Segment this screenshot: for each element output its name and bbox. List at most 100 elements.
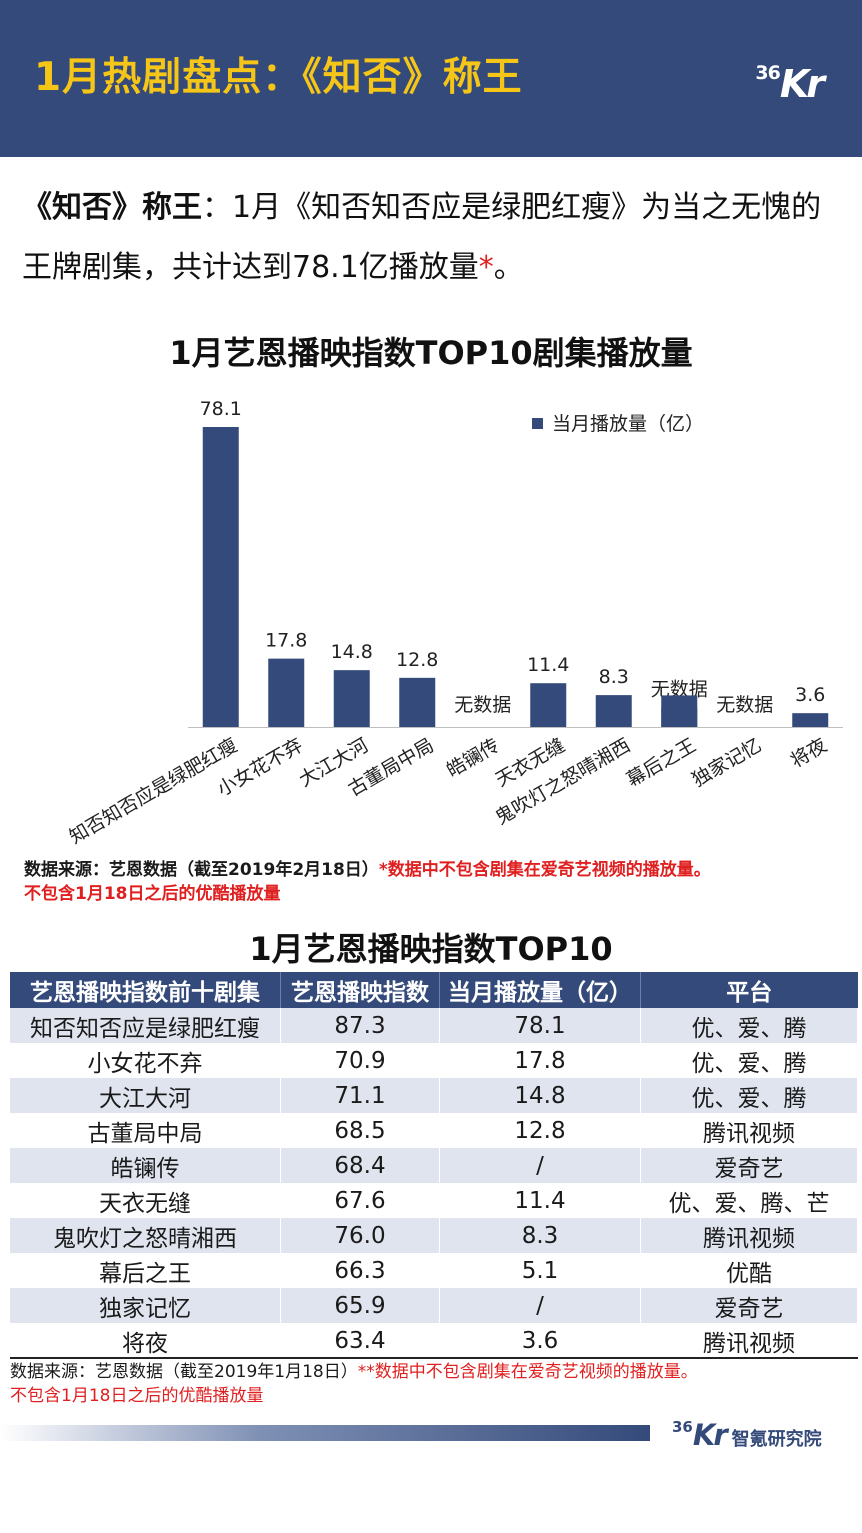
intro-end: 。 [493, 250, 524, 285]
tick-label: 独家记忆 [688, 734, 765, 791]
ranking-table: 艺恩播映指数前十剧集 艺恩播映指数 当月播放量（亿） 平台 知否知否应是绿肥红瘦… [10, 972, 858, 1358]
logo-kr: Kr [779, 62, 825, 106]
table-header-row: 艺恩播映指数前十剧集 艺恩播映指数 当月播放量（亿） 平台 [10, 972, 858, 1008]
table-row: 幕后之王 66.3 5.1 优酷 [10, 1253, 858, 1288]
cell-drama: 古董局中局 [10, 1113, 281, 1148]
cell-index: 66.3 [280, 1253, 440, 1288]
data-label: 12.8 [396, 649, 438, 671]
bar [530, 683, 567, 727]
bar [792, 713, 829, 727]
table-row: 大江大河 71.1 14.8 优、爱、腾 [10, 1078, 858, 1113]
cell-views: 8.3 [439, 1218, 641, 1253]
table-row: 古董局中局 68.5 12.8 腾讯视频 [10, 1113, 858, 1148]
table-red-note-2: 不包含1月18日之后的优酷播放量 [10, 1386, 264, 1406]
cell-index: 70.9 [280, 1043, 440, 1078]
cell-views: 78.1 [439, 1008, 641, 1043]
36kr-logo: 36Kr [755, 62, 825, 106]
cell-platform: 优、爱、腾 [640, 1008, 858, 1043]
cell-platform: 腾讯视频 [640, 1323, 858, 1358]
chart-red-note-2: 不包含1月18日之后的优酷播放量 [24, 884, 281, 904]
table-row: 天衣无缝 67.6 11.4 优、爱、腾、芒 [10, 1183, 858, 1218]
cell-index: 68.4 [280, 1148, 440, 1183]
tick-label: 知否知否应是绿肥红瘦 [66, 734, 242, 848]
header-platform: 平台 [640, 972, 858, 1008]
table-row: 知否知否应是绿肥红瘦 87.3 78.1 优、爱、腾 [10, 1008, 858, 1043]
cell-views: 12.8 [439, 1113, 641, 1148]
footer-logo-kr: Kr [692, 1418, 728, 1452]
cell-index: 63.4 [280, 1323, 440, 1358]
cell-drama: 鬼吹灯之怒晴湘西 [10, 1218, 281, 1253]
cell-views: 17.8 [439, 1043, 641, 1078]
bar [399, 677, 436, 727]
bar [202, 427, 239, 727]
intro-paragraph: 《知否》称王：1月《知否知否应是绿肥红瘦》为当之无愧的王牌剧集，共计达到78.1… [22, 178, 842, 298]
cell-platform: 腾讯视频 [640, 1113, 858, 1148]
table-body: 知否知否应是绿肥红瘦 87.3 78.1 优、爱、腾 小女花不弃 70.9 17.8 优、爱、… [10, 1008, 858, 1358]
bar [268, 658, 305, 727]
cell-platform: 优、爱、腾 [640, 1078, 858, 1113]
cell-views: 5.1 [439, 1253, 641, 1288]
cell-drama: 独家记忆 [10, 1288, 281, 1323]
data-label: 3.6 [795, 684, 825, 706]
header-banner: 1月热剧盘点：《知否》称王 36Kr [0, 0, 862, 157]
legend-label: 当月播放量（亿） [552, 413, 704, 435]
footer-logo-number: 36 [672, 1418, 693, 1436]
intro-bold: 《知否》称王 [22, 190, 202, 225]
header-drama: 艺恩播映指数前十剧集 [10, 972, 281, 1008]
bar-chart: 78.1知否知否应是绿肥红瘦17.8小女花不弃14.8大江大河12.8古董局中局… [66, 398, 843, 848]
data-label: 无数据 [454, 694, 511, 716]
cell-platform: 优、爱、腾 [640, 1043, 858, 1078]
chart-red-note-1: *数据中不包含剧集在爱奇艺视频的播放量。 [378, 860, 711, 880]
cell-platform: 优酷 [640, 1253, 858, 1288]
cell-drama: 皓镧传 [10, 1148, 281, 1183]
logo-number: 36 [755, 62, 780, 84]
cell-index: 67.6 [280, 1183, 440, 1218]
cell-index: 65.9 [280, 1288, 440, 1323]
data-label: 8.3 [599, 666, 629, 688]
data-label: 无数据 [716, 694, 773, 716]
cell-drama: 将夜 [10, 1323, 281, 1358]
header-views: 当月播放量（亿） [439, 972, 641, 1008]
tick-label: 幕后之王 [623, 734, 700, 791]
footer-logo: 36Kr 智氪研究院 [672, 1418, 822, 1452]
data-label: 17.8 [265, 630, 307, 652]
cell-views: 11.4 [439, 1183, 641, 1218]
tick-label: 将夜 [787, 734, 831, 772]
table-source: 数据来源：艺恩数据（截至2019年1月18日） [10, 1362, 358, 1382]
data-label: 78.1 [200, 398, 242, 420]
cell-platform: 腾讯视频 [640, 1218, 858, 1253]
table-bottom-rule [10, 1357, 858, 1359]
cell-views: 14.8 [439, 1078, 641, 1113]
data-label: 14.8 [331, 641, 373, 663]
cell-index: 68.5 [280, 1113, 440, 1148]
table-row: 独家记忆 65.9/爱奇艺 [10, 1288, 858, 1323]
intro-text: ：1月《知否知否应是绿肥红瘦》为当之无愧的王牌剧集，共计达到78.1亿播放量 [22, 190, 822, 285]
chart-source: 数据来源：艺恩数据（截至2019年2月18日） [24, 860, 379, 880]
cell-views: / [439, 1148, 641, 1183]
bar [595, 695, 632, 727]
chart-source-note: 数据来源：艺恩数据（截至2019年2月18日）*数据中不包含剧集在爱奇艺视频的播… [24, 858, 711, 906]
data-label: 11.4 [527, 654, 569, 676]
footer-institute: 智氪研究院 [731, 1429, 822, 1450]
cell-drama: 幕后之王 [10, 1253, 281, 1288]
cell-index: 71.1 [280, 1078, 440, 1113]
chart-title: 1月艺恩播映指数TOP10剧集播放量 [169, 334, 693, 372]
data-label: 无数据 [651, 678, 708, 700]
cell-platform: 爱奇艺 [640, 1148, 858, 1183]
intro-star: * [478, 250, 494, 285]
footer-bar [0, 1425, 650, 1441]
table-row: 小女花不弃 70.9 17.8 优、爱、腾 [10, 1043, 858, 1078]
header-index: 艺恩播映指数 [280, 972, 440, 1008]
table-row: 皓镧传 68.4/爱奇艺 [10, 1148, 858, 1183]
cell-drama: 天衣无缝 [10, 1183, 281, 1218]
cell-index: 76.0 [280, 1218, 440, 1253]
bar [333, 670, 370, 727]
cell-platform: 爱奇艺 [640, 1288, 858, 1323]
legend-swatch [532, 418, 543, 429]
cell-drama: 知否知否应是绿肥红瘦 [10, 1008, 281, 1043]
table-title: 1月艺恩播映指数TOP10 [249, 930, 613, 968]
bar [661, 695, 698, 727]
cell-platform: 优、爱、腾、芒 [640, 1183, 858, 1218]
cell-drama: 大江大河 [10, 1078, 281, 1113]
page-title: 1月热剧盘点：《知否》称王 [34, 55, 523, 100]
